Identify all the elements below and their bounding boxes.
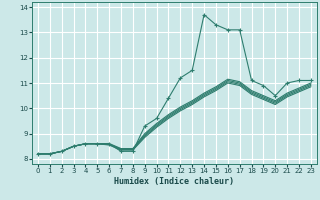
X-axis label: Humidex (Indice chaleur): Humidex (Indice chaleur): [115, 177, 234, 186]
